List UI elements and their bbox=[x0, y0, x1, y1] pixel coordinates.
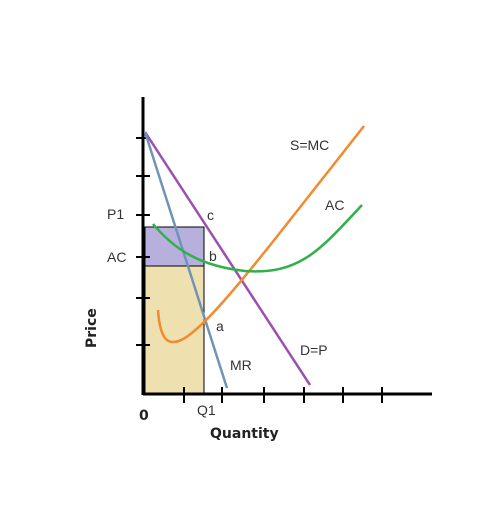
origin-label: 0 bbox=[139, 408, 149, 424]
p1-label: P1 bbox=[107, 206, 124, 222]
ac-level-label: AC bbox=[107, 249, 126, 265]
point-c-label: c bbox=[207, 207, 214, 223]
supply-mc-label: S=MC bbox=[290, 137, 329, 153]
demand-label: D=P bbox=[300, 342, 328, 358]
x-axis-title: Quantity bbox=[210, 426, 279, 442]
supply-mc-curve bbox=[156, 125, 365, 344]
average-cost-curve bbox=[152, 204, 363, 273]
y-axis-ticks bbox=[136, 137, 150, 346]
point-a-label: a bbox=[216, 318, 224, 334]
marginal-revenue-label: MR bbox=[230, 357, 252, 373]
y-axis-title: Price bbox=[84, 308, 100, 348]
demand-line bbox=[143, 131, 312, 386]
average-cost-label: AC bbox=[325, 197, 344, 213]
x-axis-ticks bbox=[183, 387, 383, 403]
point-b-label: b bbox=[209, 248, 217, 264]
marginal-revenue-line bbox=[143, 131, 229, 389]
q1-label: Q1 bbox=[197, 402, 216, 418]
